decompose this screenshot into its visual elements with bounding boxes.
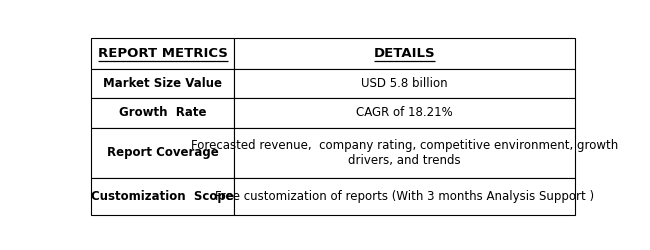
Bar <box>234 128 575 178</box>
Bar <box>91 178 234 215</box>
Text: Growth  Rate: Growth Rate <box>119 106 207 120</box>
Bar <box>234 98 575 128</box>
Bar <box>91 69 234 98</box>
Text: Forecasted revenue,  company rating, competitive environment, growth
drivers, an: Forecasted revenue, company rating, comp… <box>191 139 618 167</box>
Text: Free customization of reports (With 3 months Analysis Support ): Free customization of reports (With 3 mo… <box>215 190 594 203</box>
Text: DETAILS: DETAILS <box>374 47 436 60</box>
Text: Customization  Scope: Customization Scope <box>91 190 234 203</box>
Bar <box>234 38 575 69</box>
Text: CAGR of 18.21%: CAGR of 18.21% <box>356 106 453 120</box>
Bar <box>234 178 575 215</box>
Text: USD 5.8 billion: USD 5.8 billion <box>361 77 448 90</box>
Bar <box>91 98 234 128</box>
Text: Market Size Value: Market Size Value <box>103 77 222 90</box>
Text: REPORT METRICS: REPORT METRICS <box>98 47 228 60</box>
Bar <box>91 38 234 69</box>
Text: Report Coverage: Report Coverage <box>107 146 218 159</box>
Bar <box>91 128 234 178</box>
Bar <box>234 69 575 98</box>
